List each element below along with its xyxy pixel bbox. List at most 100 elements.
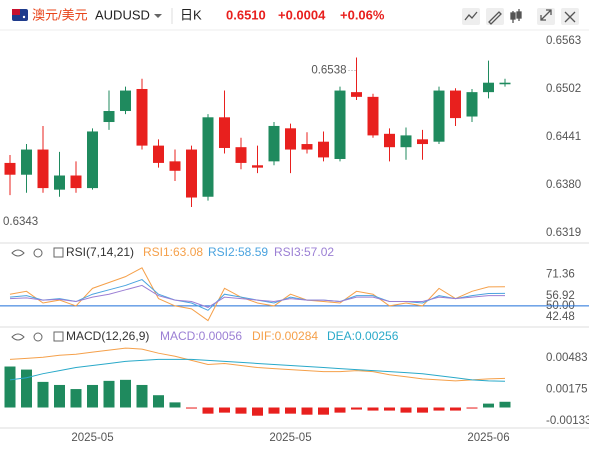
close-button[interactable]	[561, 8, 579, 25]
histogram-bar	[136, 384, 148, 408]
histogram-bar	[334, 407, 346, 413]
histogram-bar	[384, 407, 395, 411]
y-tick-label: 0.6380	[546, 179, 581, 191]
expand-button[interactable]	[537, 8, 555, 25]
candle-body	[466, 92, 478, 117]
candle-body	[169, 161, 181, 171]
legend-dif: DIF:0.00284	[252, 329, 318, 343]
histogram-bar	[70, 389, 82, 408]
candle-body	[268, 125, 280, 162]
pair[interactable]: 澳元/美元	[32, 7, 88, 22]
candle-body	[285, 128, 296, 150]
histogram-bar	[499, 401, 511, 408]
histogram-bar	[103, 380, 115, 408]
x-tick-label: 2025-06	[467, 432, 509, 444]
candle-body	[235, 147, 247, 163]
toolbar	[462, 8, 579, 25]
candle-body	[450, 90, 461, 119]
indicator-button[interactable]	[462, 8, 480, 25]
change-pct: +0.06%	[340, 7, 385, 22]
histogram-bar	[367, 407, 379, 411]
x-tick-label: 2025-05	[71, 432, 113, 444]
candle-body	[120, 90, 131, 112]
legend-macd: MACD:0.00056	[160, 329, 242, 343]
candle-body	[400, 135, 412, 148]
histogram-bar	[186, 407, 197, 409]
dropdown[interactable]	[154, 14, 162, 18]
y-tick-label: -0.00133	[546, 415, 589, 427]
flag	[12, 9, 28, 21]
candle-body	[186, 149, 197, 198]
candle-body	[54, 175, 65, 190]
price: 0.6510	[226, 7, 266, 22]
macd-controls[interactable]	[11, 331, 64, 342]
candle-body	[103, 111, 115, 123]
histogram-bar	[433, 407, 445, 411]
candle-body	[219, 117, 230, 148]
histogram-bar	[268, 407, 280, 414]
line	[9, 358, 506, 382]
histogram-bar	[235, 407, 247, 414]
candle-body	[499, 82, 511, 85]
rsi-controls[interactable]	[11, 247, 64, 258]
legend-rsi2: RSI2:58.59	[208, 245, 268, 259]
y-tick-label: 0.00175	[546, 384, 588, 396]
macd-title: MACD(12,26,9)	[66, 329, 149, 343]
y-tick-label: 0.6319	[546, 227, 581, 239]
histogram-bar	[301, 407, 313, 415]
candle-body	[202, 117, 214, 197]
histogram-bar	[219, 407, 230, 413]
histogram-bar	[120, 379, 131, 408]
draw-button[interactable]	[486, 8, 504, 25]
candle-body	[153, 145, 164, 163]
period[interactable]: 日K	[180, 7, 202, 22]
candle-body	[367, 96, 379, 136]
histogram-bar	[450, 407, 461, 411]
legend-dea: DEA:0.00256	[327, 329, 399, 343]
line	[9, 284, 506, 308]
histogram-bar	[4, 366, 16, 408]
y-tick-label: 0.6563	[546, 35, 581, 47]
y-tick-label: 0.00483	[546, 352, 588, 364]
candle-body	[252, 165, 263, 168]
candle-body	[87, 131, 98, 189]
legend-rsi3: RSI3:57.02	[274, 245, 334, 259]
candle-body	[21, 149, 32, 175]
min-label: 0.6343	[3, 216, 38, 228]
histogram-bar	[252, 407, 263, 416]
candle-body	[136, 88, 148, 146]
candle-body	[70, 175, 82, 189]
symbol[interactable]: AUDUSD	[95, 7, 150, 22]
legend-rsi1: RSI1:63.08	[143, 245, 203, 259]
histogram-bar	[37, 381, 49, 408]
y-tick-label: 42.48	[546, 311, 575, 323]
histogram-bar	[21, 369, 32, 408]
y-tick-label: 0.6441	[546, 131, 581, 143]
histogram-bar	[169, 402, 181, 408]
candle-body	[483, 82, 494, 93]
y-tick-label: 0.6502	[546, 83, 581, 95]
candle-button[interactable]	[510, 9, 522, 23]
max-label: 0.6538	[311, 65, 346, 77]
candle-body	[4, 162, 16, 175]
histogram-bar	[54, 384, 65, 408]
candle-body	[417, 139, 428, 145]
histogram-bar	[87, 384, 98, 408]
candle-body	[318, 141, 329, 158]
change: +0.0004	[278, 7, 326, 22]
y-tick-label: 71.36	[546, 269, 575, 281]
x-tick-label: 2025-05	[269, 432, 311, 444]
line	[9, 347, 506, 382]
line	[9, 267, 506, 322]
histogram-bar	[285, 407, 296, 414]
histogram-bar	[318, 407, 329, 415]
candle-body	[351, 92, 362, 97]
histogram-bar	[351, 407, 362, 410]
candle-body	[37, 149, 49, 189]
histogram-bar	[483, 403, 494, 408]
histogram-bar	[466, 407, 478, 409]
candle-body	[301, 144, 313, 150]
